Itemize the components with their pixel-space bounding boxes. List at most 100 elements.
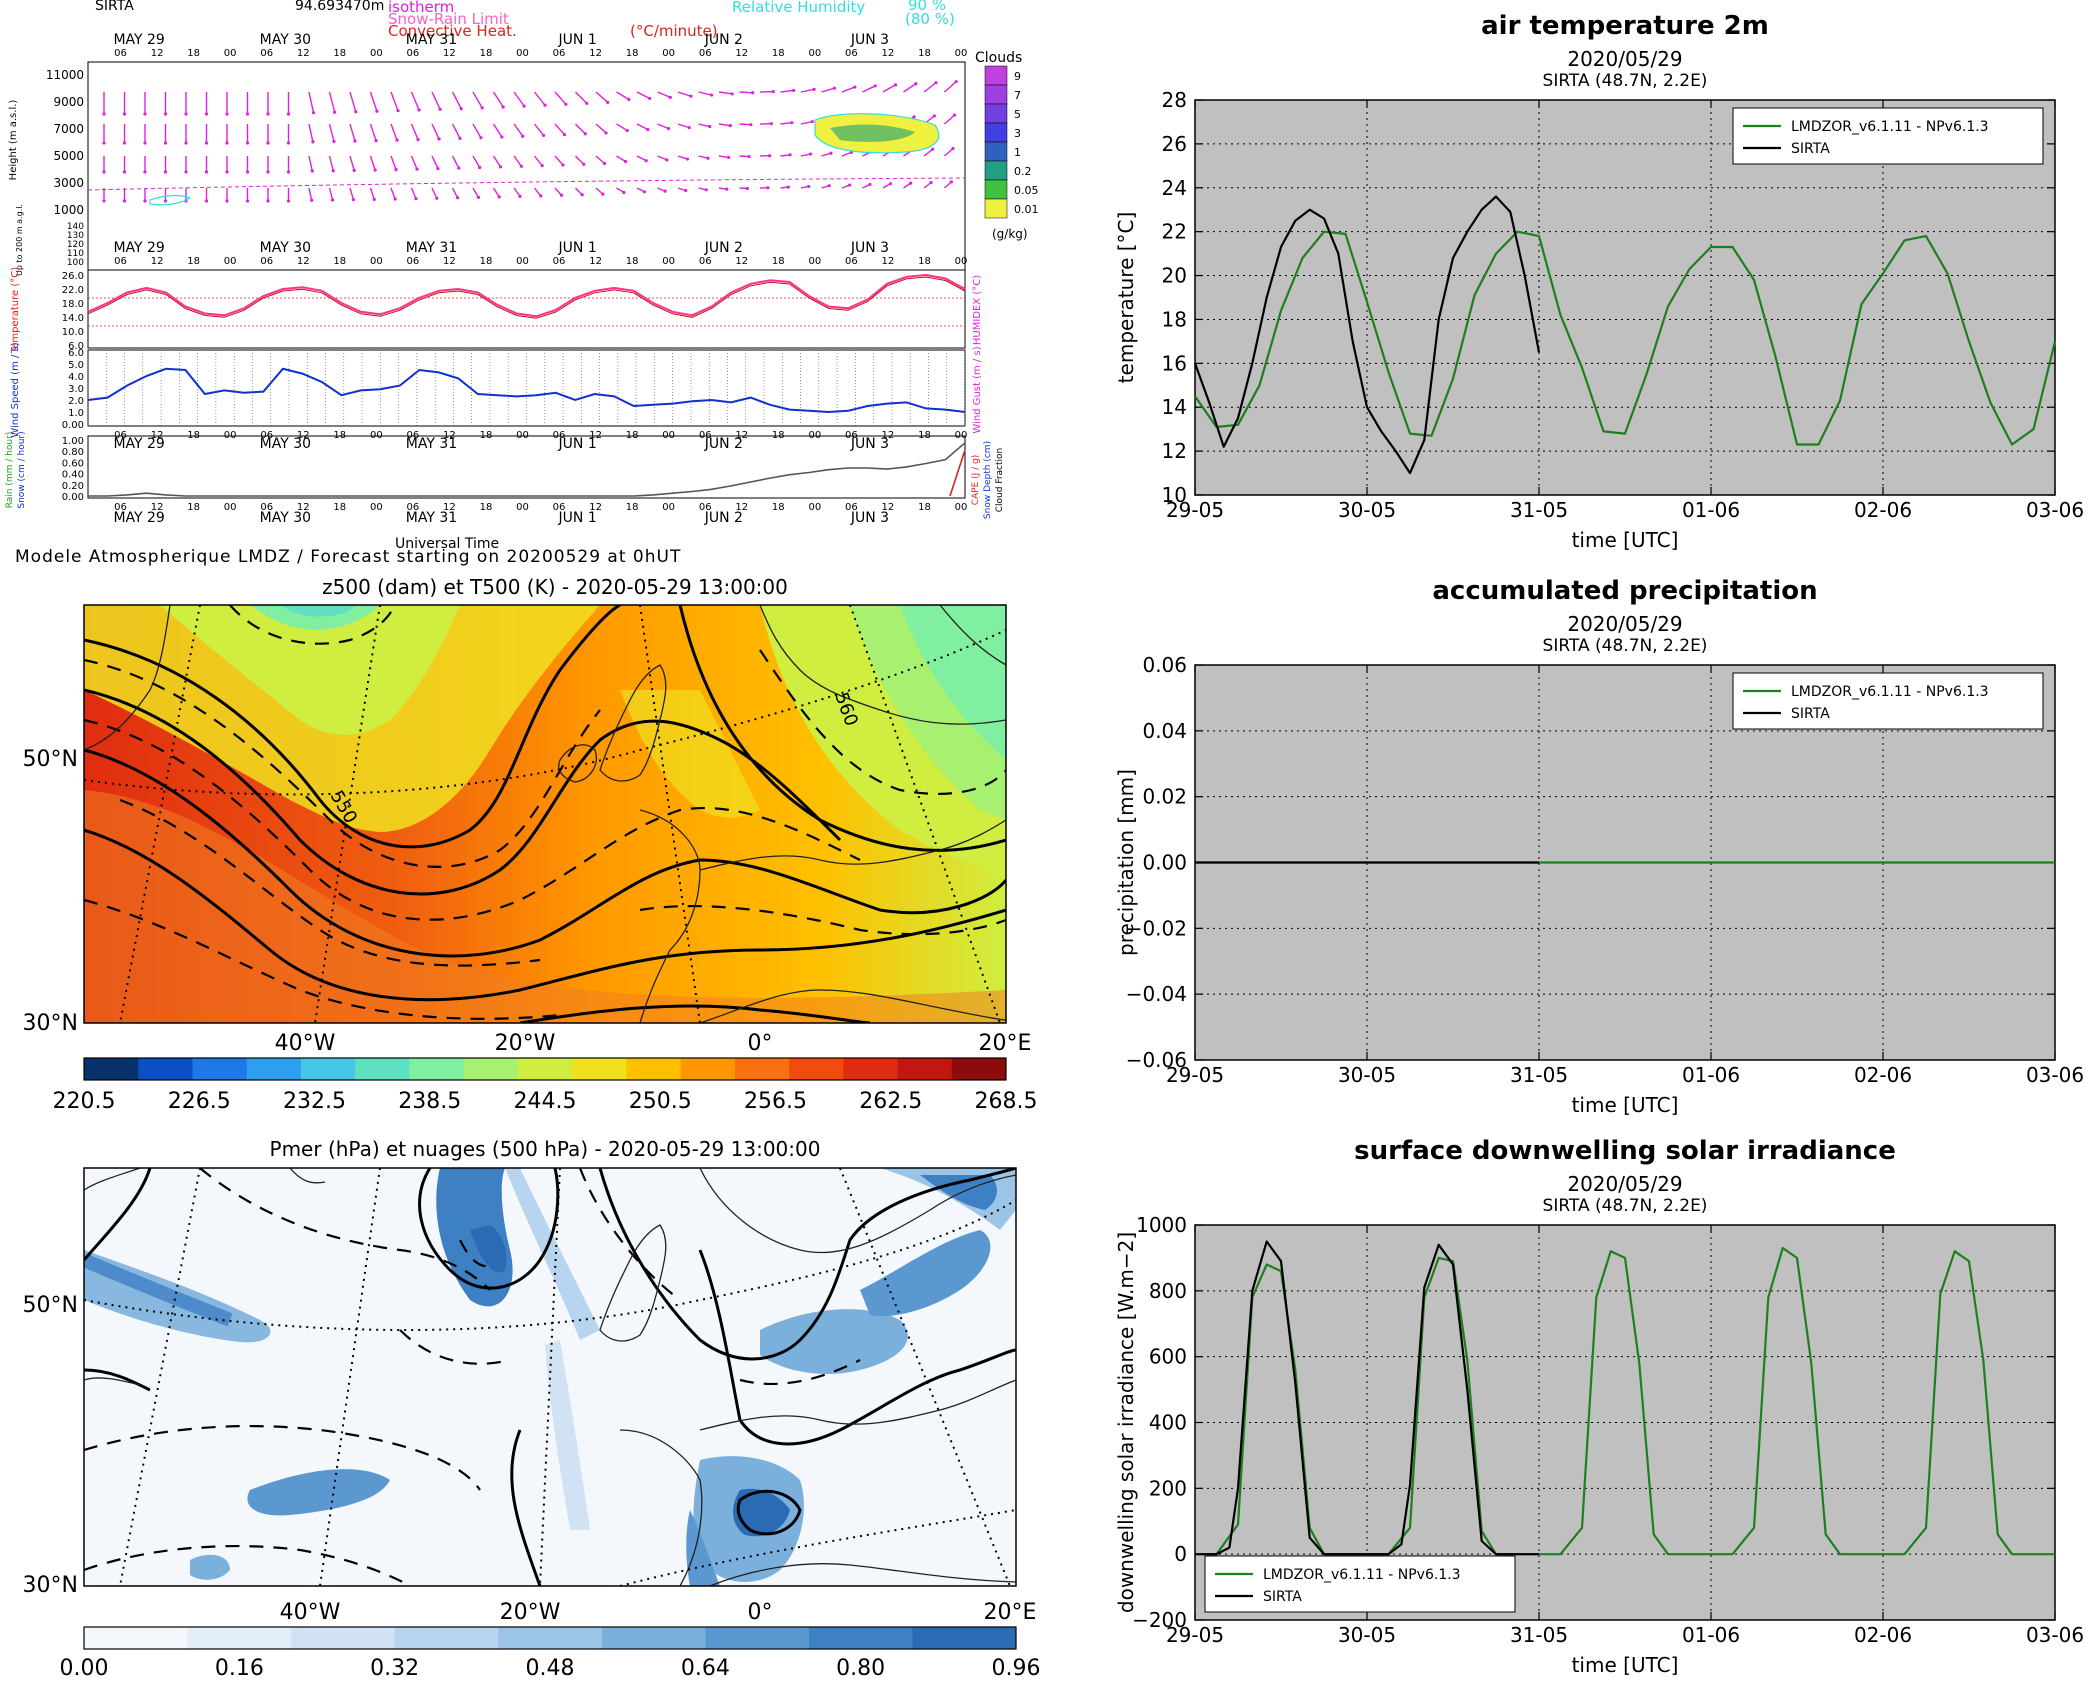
meteo-hour-label: 00 (516, 48, 529, 59)
meteo-day-label: MAY 31 (406, 32, 457, 48)
meteo-wind-arrowhead (809, 152, 812, 155)
y-tick-label: 14 (1162, 395, 1187, 419)
meteo-wind-arrowhead (772, 90, 775, 93)
colorbar-tick-label: 220.5 (53, 1089, 116, 1110)
meteo-day-label: JUN 2 (704, 240, 743, 256)
meteo-wind-arrowhead (788, 153, 791, 156)
meteo-clouds-swatch (985, 85, 1007, 104)
meteo-hour-label: 00 (662, 502, 675, 513)
chart-title: surface downwelling solar irradiance (1354, 1136, 1896, 1166)
meteo-hour-label: 00 (955, 430, 968, 441)
colorbar-tick-label: 0.16 (215, 1656, 264, 1680)
z500-lon-20w: 20°W (495, 1031, 556, 1056)
meteo-hour-label: 18 (187, 256, 200, 267)
colorbar-tick-label: 262.5 (859, 1089, 922, 1110)
meteo-wind-arrowhead (603, 162, 606, 165)
meteo-hour-label: 06 (114, 430, 127, 441)
meteo-hour-label: 06 (407, 502, 420, 513)
x-tick-label: 01-06 (1682, 1063, 1740, 1087)
meteo-wind-arrowhead (581, 193, 584, 196)
colorbar-tick-label: 238.5 (398, 1089, 461, 1110)
meteo-wind-arrowhead (332, 140, 335, 143)
meteo-wind-arrowhead (624, 160, 627, 163)
meteo-wind-arrowhead (914, 82, 917, 85)
meteo-clouds-level: 7 (1014, 89, 1021, 102)
colorbar-swatch (84, 1058, 139, 1080)
meteo-wind-arrowhead (499, 165, 502, 168)
meteo-wind-arrowhead (205, 170, 208, 173)
colorbar-swatch (789, 1058, 844, 1080)
meteo-hour-label: 00 (955, 256, 968, 267)
meteo-hour-label: 00 (224, 502, 237, 513)
meteo-wind-arrowhead (708, 125, 711, 128)
colorbar-swatch (464, 1058, 519, 1080)
meteo-hour-label: 06 (114, 48, 127, 59)
legend-label: SIRTA (1263, 1589, 1302, 1605)
meteo-wind-arrowhead (688, 126, 691, 129)
meteo-height-label: Height (m a.s.l.) (8, 100, 19, 181)
meteo-hour-label: 18 (918, 256, 931, 267)
meteo-wind-arrowhead (669, 96, 672, 99)
meteo-day-label: MAY 30 (260, 32, 311, 48)
meteo-wind-tick: 3.0 (68, 384, 84, 395)
meteo-low-tick: 100 (67, 258, 84, 268)
meteo-temp-tick: 14.0 (62, 313, 84, 324)
meteo-hour-label: 00 (808, 256, 821, 267)
colorbar-tick-label: 250.5 (629, 1089, 692, 1110)
irradiance-chart: surface downwelling solar irradiance2020… (1065, 1125, 2100, 1680)
meteo-upper-air-panel (88, 62, 965, 270)
legend-box (1205, 1556, 1515, 1612)
meteo-wind-arrowhead (829, 152, 832, 155)
meteo-wind-arrowhead (164, 112, 167, 115)
meteo-hour-label: 12 (589, 256, 602, 267)
meteo-wind-arrowhead (868, 183, 871, 186)
meteo-wind-arrowhead (787, 185, 790, 188)
meteo-wind-arrowhead (353, 169, 356, 172)
meteo-wind-arrowhead (584, 132, 587, 135)
x-tick-label: 31-05 (1510, 1063, 1568, 1087)
y-tick-label: 22 (1162, 220, 1187, 244)
meteo-wind-arrowhead (667, 127, 670, 130)
meteo-clouds-swatch (985, 66, 1007, 85)
meteo-hour-label: 18 (626, 48, 639, 59)
meteo-wind-arrowhead (582, 163, 585, 166)
meteo-hour-label: 06 (699, 48, 712, 59)
meteo-wind-arrowhead (792, 89, 795, 92)
meteo-hour-label: 00 (370, 48, 383, 59)
pmer-field (84, 1168, 1016, 1586)
meteo-wind-arrowhead (184, 141, 187, 144)
meteo-height-tick: 3000 (53, 176, 84, 190)
meteo-wind-arrowhead (894, 83, 897, 86)
colorbar-swatch (409, 1058, 464, 1080)
meteo-clouds-swatch (985, 161, 1007, 180)
meteo-wind-arrowhead (518, 195, 521, 198)
meteo-wind-arrowhead (731, 92, 734, 95)
meteo-wind-arrowhead (184, 170, 187, 173)
meteo-wind-arrowhead (751, 91, 754, 94)
meteo-day-label: JUN 2 (704, 32, 743, 48)
colorbar-tick-label: 0.32 (370, 1656, 419, 1680)
meteo-wind-arrowhead (646, 128, 649, 131)
meteo-wind-arrowhead (310, 199, 313, 202)
colorbar-swatch (626, 1058, 681, 1080)
meteo-precip-tick: 0.20 (62, 481, 84, 492)
meteo-day-label: JUN 3 (850, 32, 889, 48)
meteo-wind-arrowhead (807, 185, 810, 188)
y-tick-label: 18 (1162, 307, 1187, 331)
meteo-wind-arrowhead (311, 169, 314, 172)
meteo-snow-label: Snow (cm / hour) (17, 431, 27, 508)
colorbar-swatch (735, 1058, 790, 1080)
meteo-wind-arrowhead (520, 165, 523, 168)
meteo-clouds-label: Clouds (975, 50, 1022, 66)
meteo-wind-arrowhead (246, 170, 249, 173)
meteo-hour-label: 12 (443, 430, 456, 441)
meteo-hour-label: 18 (333, 48, 346, 59)
meteo-wind-arrowhead (955, 80, 958, 83)
meteo-wind-arrow (740, 124, 751, 125)
legend-box (1733, 673, 2043, 729)
meteo-wind-arrowhead (332, 169, 335, 172)
meteo-wind-arrowhead (665, 158, 668, 161)
meteo-hour-label: 00 (662, 48, 675, 59)
